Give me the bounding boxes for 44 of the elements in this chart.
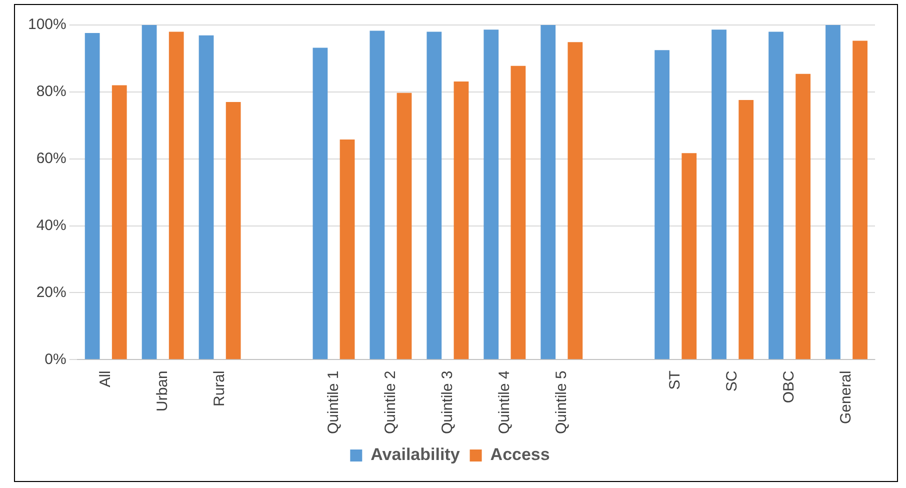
y-tick-label: 40% bbox=[36, 216, 66, 234]
x-tick-label: Quintile 1 bbox=[324, 370, 342, 434]
bar bbox=[198, 35, 214, 360]
bar bbox=[568, 42, 583, 360]
y-tick-label: 60% bbox=[36, 150, 66, 167]
bar bbox=[84, 33, 100, 360]
bar bbox=[396, 92, 412, 360]
bar bbox=[682, 153, 697, 360]
bar bbox=[112, 85, 127, 360]
y-tick-label: 80% bbox=[36, 83, 66, 100]
bar bbox=[768, 32, 784, 360]
bar bbox=[510, 66, 526, 360]
y-tick-label: 20% bbox=[36, 284, 66, 301]
y-tick-label: 100% bbox=[28, 16, 66, 34]
bar bbox=[426, 32, 442, 360]
x-tick-label: SC bbox=[724, 370, 741, 392]
bar bbox=[826, 25, 840, 360]
legend-label: Availability bbox=[370, 445, 460, 464]
bar bbox=[226, 102, 241, 360]
bar bbox=[370, 30, 385, 360]
x-tick-label: Quintile 3 bbox=[438, 370, 456, 434]
x-tick-label: Quintile 4 bbox=[496, 370, 513, 434]
x-tick-label: All bbox=[96, 370, 114, 388]
x-tick-label: Quintile 5 bbox=[552, 370, 570, 434]
bar bbox=[484, 30, 499, 360]
bar bbox=[142, 25, 157, 360]
bar bbox=[540, 25, 556, 360]
x-tick-label: OBC bbox=[780, 370, 798, 404]
bar bbox=[796, 74, 811, 360]
bar bbox=[312, 48, 328, 360]
bar bbox=[852, 40, 868, 360]
x-tick-label: Urban bbox=[154, 370, 171, 412]
bar bbox=[340, 139, 355, 360]
bar bbox=[168, 32, 184, 360]
bar bbox=[712, 30, 726, 360]
x-tick-label: General bbox=[838, 370, 855, 424]
y-tick-label: 0% bbox=[44, 350, 66, 368]
legend-label: Access bbox=[490, 445, 550, 464]
x-tick-label: ST bbox=[666, 370, 684, 390]
bar bbox=[454, 82, 469, 360]
bar bbox=[738, 100, 754, 360]
x-tick-label: Quintile 2 bbox=[382, 370, 399, 434]
x-tick-label: Rural bbox=[210, 370, 228, 406]
bar bbox=[654, 50, 670, 360]
